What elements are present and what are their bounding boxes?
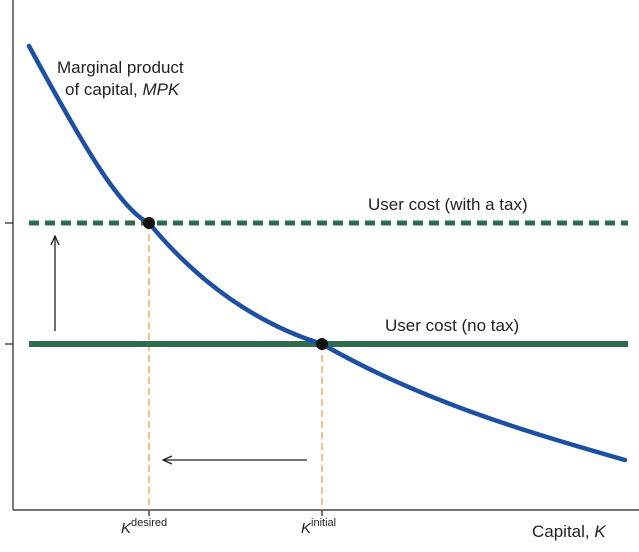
x-axis-label-symbol: K	[594, 522, 606, 541]
mpk-curve-label: Marginal product of capital, MPK	[57, 57, 184, 101]
x-tick-label-desired: Kdesired	[121, 517, 168, 539]
mpk-curve	[26, 43, 628, 463]
intersection-point-desired	[143, 217, 155, 229]
mpk-label-line2: of capital, MPK	[57, 79, 184, 101]
x-tick-label-initial: Kinitial	[301, 517, 337, 539]
mpk-label-line1: Marginal product	[57, 58, 184, 77]
user-cost-no-tax-label: User cost (no tax)	[385, 316, 520, 335]
x-axis-label-prefix: Capital,	[532, 522, 595, 541]
x-axis-label: Capital, K	[532, 521, 606, 543]
mpk-label-line2-prefix: of capital,	[65, 80, 143, 99]
mpk-label-abbrev: MPK	[142, 80, 180, 99]
intersection-point-initial	[316, 338, 328, 350]
x-tick-initial-sup: initial	[311, 517, 337, 529]
x-tick-initial-base: K	[301, 520, 312, 537]
user-cost-tax-label: User cost (with a tax)	[368, 195, 528, 214]
x-tick-desired-sup: desired	[131, 517, 168, 529]
x-tick-desired-base: K	[121, 520, 132, 537]
